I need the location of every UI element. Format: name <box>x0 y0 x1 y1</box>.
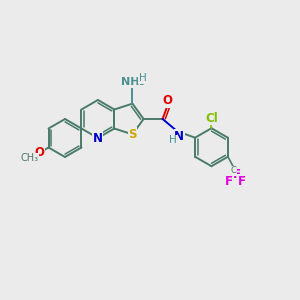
Text: O: O <box>163 94 172 107</box>
Text: H: H <box>139 74 147 83</box>
Text: F: F <box>233 168 241 182</box>
Text: F: F <box>238 176 246 188</box>
Text: Cl: Cl <box>205 112 218 125</box>
Text: C: C <box>231 167 237 176</box>
Text: N: N <box>174 130 184 143</box>
Text: F: F <box>225 176 233 188</box>
Text: CH₃: CH₃ <box>21 153 39 164</box>
Text: N: N <box>93 131 103 145</box>
Text: O: O <box>34 146 44 159</box>
Text: NH₂: NH₂ <box>121 77 144 88</box>
Text: S: S <box>128 128 137 141</box>
Text: H: H <box>169 135 177 145</box>
